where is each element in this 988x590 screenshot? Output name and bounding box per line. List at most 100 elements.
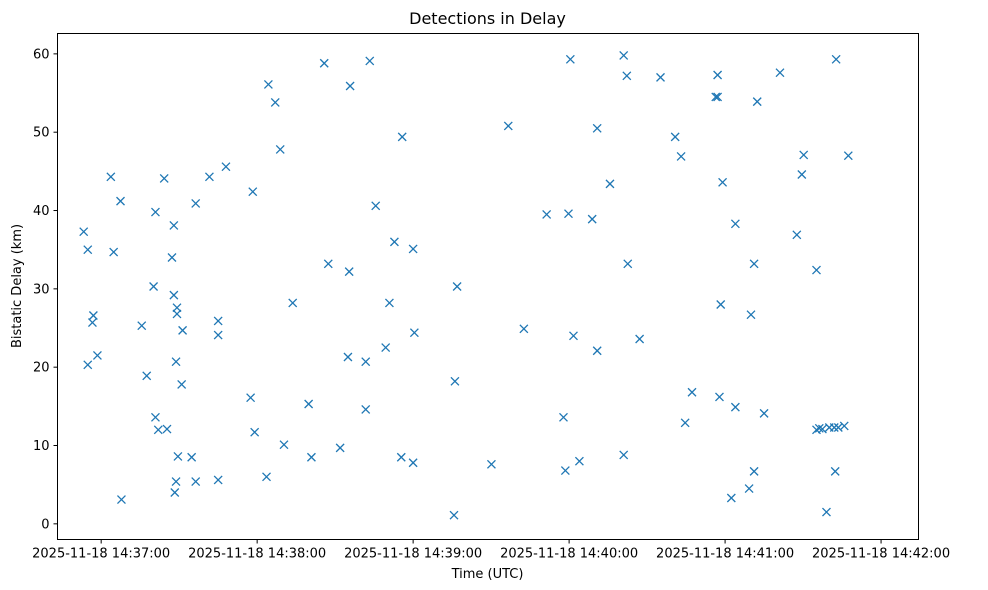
data-point bbox=[221, 162, 231, 172]
data-point bbox=[371, 201, 381, 211]
data-point bbox=[409, 328, 419, 338]
data-point bbox=[137, 321, 147, 331]
data-point bbox=[246, 393, 256, 403]
data-point bbox=[822, 507, 831, 517]
data-point bbox=[408, 458, 418, 468]
data-point bbox=[716, 300, 726, 309]
data-point bbox=[670, 132, 680, 142]
y-tick-label: 20 bbox=[33, 361, 50, 376]
data-point bbox=[365, 56, 375, 66]
data-point bbox=[153, 425, 163, 435]
data-point bbox=[775, 68, 785, 78]
x-tick-label: 2025-11-18 14:41:00 bbox=[656, 547, 794, 562]
y-tick-label: 30 bbox=[33, 282, 50, 297]
data-point bbox=[449, 510, 459, 520]
data-point bbox=[213, 475, 223, 485]
data-point bbox=[711, 92, 721, 102]
data-point bbox=[542, 209, 552, 219]
data-point bbox=[574, 456, 584, 466]
y-tick-label: 60 bbox=[33, 47, 50, 62]
data-point bbox=[749, 466, 759, 476]
data-point bbox=[592, 346, 602, 356]
data-point bbox=[171, 477, 181, 486]
data-point bbox=[799, 150, 809, 160]
data-point bbox=[759, 408, 769, 418]
data-point bbox=[149, 282, 159, 291]
data-point bbox=[397, 132, 407, 142]
data-point bbox=[150, 207, 160, 217]
data-point bbox=[519, 324, 529, 334]
y-axis-label: Bistatic Delay (km) bbox=[10, 224, 25, 348]
data-point bbox=[560, 466, 570, 476]
data-point bbox=[92, 350, 102, 360]
data-point bbox=[87, 318, 97, 327]
data-point bbox=[752, 97, 762, 107]
data-point bbox=[345, 81, 355, 91]
chart-title: Detections in Delay bbox=[409, 9, 566, 28]
data-point bbox=[833, 423, 843, 432]
data-point bbox=[656, 72, 665, 82]
data-point bbox=[381, 343, 391, 353]
data-point bbox=[361, 405, 371, 414]
data-point bbox=[396, 452, 406, 462]
data-point bbox=[559, 412, 568, 422]
data-point bbox=[730, 402, 740, 412]
data-point bbox=[680, 418, 690, 428]
data-point bbox=[829, 423, 839, 432]
x-axis-label: Time (UTC) bbox=[451, 567, 524, 582]
data-point bbox=[173, 452, 183, 461]
data-point bbox=[169, 290, 179, 300]
data-point bbox=[569, 331, 578, 341]
data-point bbox=[288, 298, 298, 308]
y-axis: 0 10 20 30 40 50 60 bbox=[33, 47, 58, 532]
y-tick-label: 50 bbox=[33, 126, 50, 141]
data-point bbox=[831, 54, 841, 64]
data-point bbox=[187, 452, 197, 462]
data-point bbox=[248, 187, 258, 197]
data-point bbox=[814, 423, 824, 433]
data-point bbox=[335, 443, 345, 453]
x-tick-label: 2025-11-18 14:42:00 bbox=[812, 547, 950, 562]
x-tick-label: 2025-11-18 14:39:00 bbox=[344, 547, 482, 562]
plot-area bbox=[57, 33, 919, 540]
data-point bbox=[191, 199, 201, 208]
data-point bbox=[635, 334, 645, 344]
data-point bbox=[171, 357, 181, 367]
data-point bbox=[323, 259, 333, 269]
y-tick-label: 0 bbox=[41, 517, 49, 532]
data-point bbox=[797, 170, 807, 179]
data-point bbox=[452, 282, 462, 291]
y-tick-label: 40 bbox=[33, 204, 50, 219]
data-point bbox=[83, 360, 93, 370]
data-point bbox=[343, 352, 353, 362]
data-point bbox=[749, 259, 759, 269]
data-point bbox=[503, 121, 513, 131]
data-point bbox=[843, 151, 853, 161]
data-point bbox=[169, 220, 179, 230]
data-point bbox=[275, 144, 285, 154]
data-point bbox=[150, 412, 160, 422]
data-point bbox=[746, 310, 756, 320]
data-point bbox=[204, 172, 214, 182]
data-point bbox=[159, 173, 169, 183]
data-point bbox=[262, 472, 271, 482]
x-axis: 2025-11-18 14:37:00 2025-11-18 14:38:00 20… bbox=[32, 539, 950, 562]
data-point bbox=[564, 209, 573, 219]
data-point bbox=[177, 379, 187, 389]
data-point bbox=[389, 237, 399, 247]
data-point bbox=[817, 424, 827, 434]
data-point bbox=[344, 267, 354, 277]
data-point bbox=[162, 424, 172, 434]
data-point bbox=[306, 452, 316, 462]
data-point bbox=[486, 459, 496, 469]
data-point bbox=[713, 70, 723, 80]
data-point bbox=[83, 245, 93, 255]
data-point bbox=[213, 316, 223, 326]
data-point bbox=[744, 484, 754, 494]
x-tick-label: 2025-11-18 14:37:00 bbox=[32, 547, 170, 562]
data-point bbox=[713, 92, 723, 102]
data-point bbox=[623, 259, 633, 269]
data-point bbox=[619, 450, 629, 460]
data-point bbox=[304, 399, 314, 409]
